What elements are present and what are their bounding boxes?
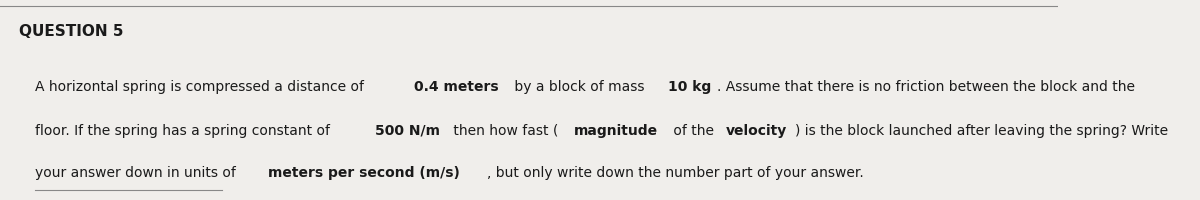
- Text: of the: of the: [670, 124, 719, 138]
- Text: 500 N/m: 500 N/m: [376, 124, 440, 138]
- Text: your answer down in units of: your answer down in units of: [35, 166, 240, 180]
- Text: ) is the block launched after leaving the spring? Write: ) is the block launched after leaving th…: [796, 124, 1169, 138]
- Text: then how fast (: then how fast (: [449, 124, 559, 138]
- Text: 10 kg: 10 kg: [668, 80, 712, 94]
- Text: . Assume that there is no friction between the block and the: . Assume that there is no friction betwe…: [718, 80, 1135, 94]
- Text: meters per second (m/s): meters per second (m/s): [269, 166, 461, 180]
- Text: A horizontal spring is compressed a distance of: A horizontal spring is compressed a dist…: [35, 80, 368, 94]
- Text: QUESTION 5: QUESTION 5: [19, 24, 124, 39]
- Text: floor. If the spring has a spring constant of: floor. If the spring has a spring consta…: [35, 124, 335, 138]
- Text: magnitude: magnitude: [574, 124, 658, 138]
- Text: , but only write down the number part of your answer.: , but only write down the number part of…: [486, 166, 863, 180]
- Text: velocity: velocity: [726, 124, 787, 138]
- Text: 0.4 meters: 0.4 meters: [414, 80, 499, 94]
- Text: by a block of mass: by a block of mass: [510, 80, 649, 94]
